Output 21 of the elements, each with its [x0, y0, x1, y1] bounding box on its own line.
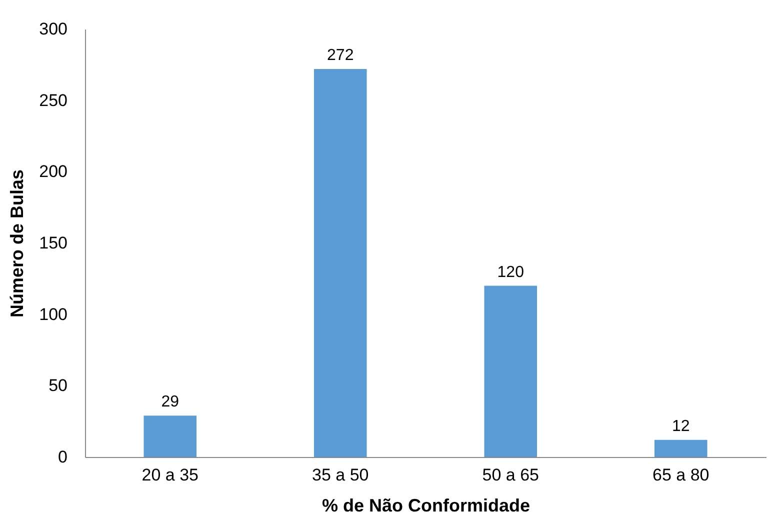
- y-tick-label: 100: [39, 304, 68, 324]
- bar: [484, 286, 538, 457]
- bar: [144, 416, 197, 457]
- x-tick-label: 35 a 50: [312, 466, 369, 484]
- y-tick-label: 200: [39, 162, 68, 182]
- x-tick-label: 50 a 65: [482, 466, 539, 484]
- y-tick-label: 300: [39, 20, 68, 38]
- data-label: 29: [161, 394, 180, 411]
- y-axis-title: Número de Bulas: [7, 169, 28, 318]
- x-tick-label: 20 a 35: [142, 466, 198, 484]
- y-tick-label: 250: [39, 90, 68, 110]
- x-tick-label: 65 a 80: [652, 466, 710, 484]
- y-tick-label: 0: [58, 448, 68, 466]
- data-label: 272: [327, 46, 354, 64]
- data-label: 12: [672, 418, 690, 435]
- y-tick-label: 150: [39, 234, 68, 252]
- y-tick-label: 50: [48, 376, 68, 396]
- bar: [654, 440, 708, 457]
- data-label: 120: [497, 264, 524, 281]
- bar: [314, 68, 367, 457]
- x-axis-title: % de Não Conformidade: [322, 496, 530, 516]
